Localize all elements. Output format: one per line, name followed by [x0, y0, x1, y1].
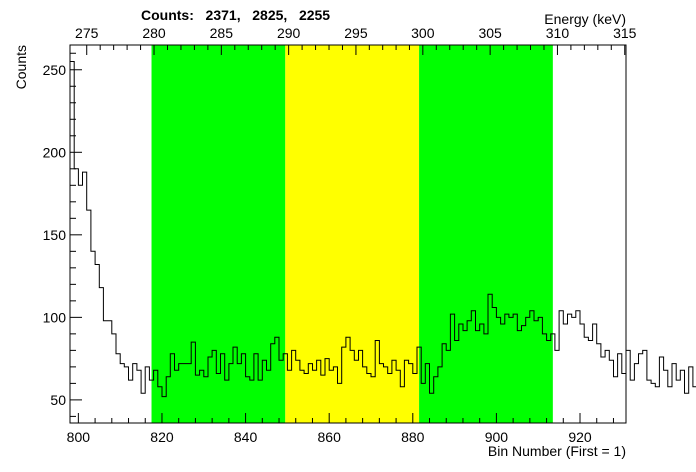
energy-tick-label: 285: [210, 25, 234, 41]
x-tick-label: 880: [401, 429, 425, 445]
energy-tick-label: 280: [142, 25, 166, 41]
energy-tick-label: 305: [478, 25, 502, 41]
energy-tick-label: 295: [344, 25, 368, 41]
x-tick-label: 840: [234, 429, 258, 445]
energy-tick-label: 290: [277, 25, 301, 41]
chart-title: Counts: 2371, 2825, 2255: [141, 7, 330, 23]
y-axis-label: Counts: [13, 45, 29, 89]
count-regions: [151, 45, 553, 423]
x-tick-label: 860: [318, 429, 342, 445]
energy-axis-ticks: 275 280 285 290 295 300 305 310 315: [75, 25, 637, 55]
plot-frame: [69, 44, 627, 424]
energy-tick-label: 315: [613, 25, 637, 41]
energy-tick-label: 275: [75, 25, 99, 41]
y-tick-label: 150: [43, 227, 67, 243]
histogram-line: [70, 61, 696, 398]
x-axis-label: Bin Number (First = 1): [488, 443, 626, 459]
energy-tick-label: 300: [411, 25, 435, 41]
region-2: [285, 45, 420, 423]
region-3: [419, 45, 553, 423]
energy-tick-label: 310: [546, 25, 570, 41]
energy-axis-label: Energy (keV): [544, 11, 626, 27]
x-tick-label: 800: [67, 429, 91, 445]
x-tick-label: 900: [485, 429, 509, 445]
x-tick-label: 920: [568, 429, 592, 445]
x-tick-label: 820: [150, 429, 174, 445]
y-tick-label: 100: [43, 309, 67, 325]
y-axis-ticks: 50 100 150 200 250: [43, 52, 82, 417]
region-1: [151, 45, 286, 423]
y-tick-label: 50: [50, 392, 66, 408]
y-tick-label: 200: [43, 144, 67, 160]
y-tick-label: 250: [43, 62, 67, 78]
x-axis-ticks: 800 820 840 860 880 900 920: [67, 413, 614, 445]
